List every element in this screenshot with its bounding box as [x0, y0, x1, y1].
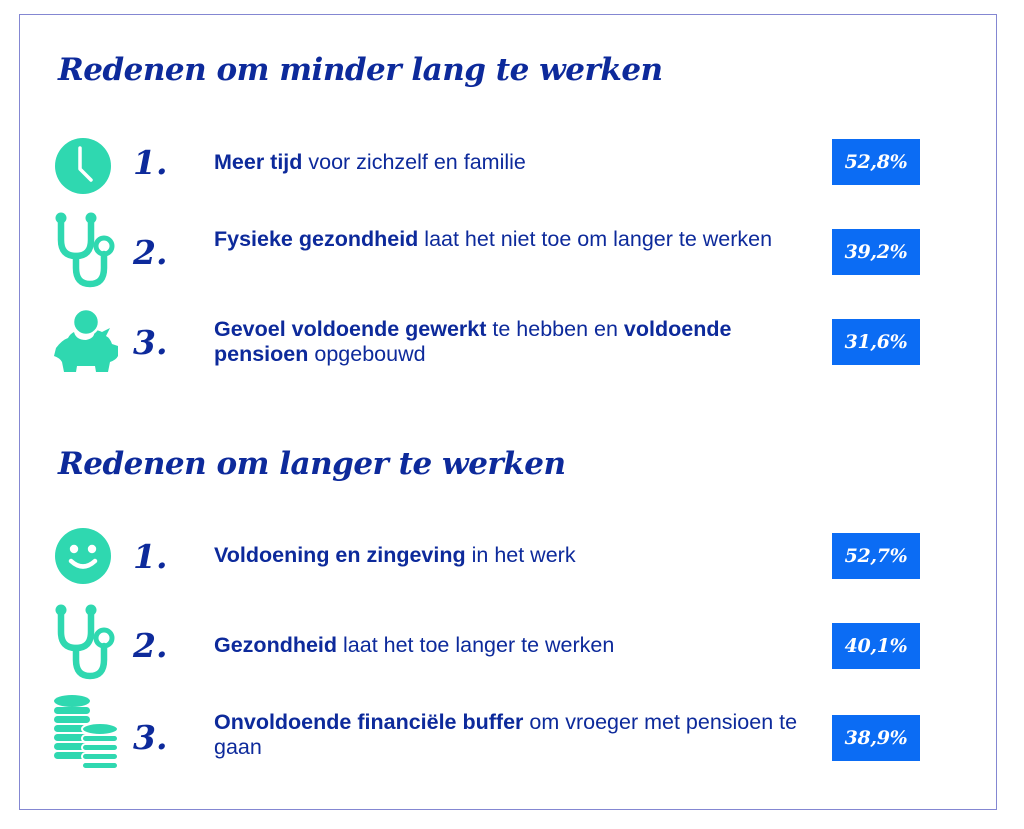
reason-rest: in het werk — [465, 543, 576, 567]
reason-text: Gezondheid laat het toe langer te werken — [214, 633, 804, 658]
rank-number: 2. — [133, 233, 168, 272]
reason-bold: Fysieke gezondheid — [214, 227, 419, 251]
percentage-badge: 40,1% — [832, 623, 920, 669]
reason-text: Onvoldoende financiële buffer om vroeger… — [214, 710, 804, 760]
clock-icon — [50, 122, 122, 202]
stethoscope-icon — [50, 210, 122, 290]
reason-row: 2. Fysieke gezondheid laat het niet toe … — [0, 207, 1024, 297]
stethoscope-icon — [50, 602, 122, 682]
reason-bold: Voldoening en zingeving — [214, 543, 466, 567]
reason-row: 1. Voldoening en zingeving in het werk 5… — [0, 510, 1024, 600]
reason-row: 3. Gevoel voldoende gewerkt te hebben en… — [0, 297, 1024, 387]
percentage-badge: 39,2% — [832, 229, 920, 275]
reason-text: Fysieke gezondheid laat het niet toe om … — [214, 227, 804, 252]
reason-row: 1. Meer tijd voor zichzelf en familie 52… — [0, 117, 1024, 207]
reason-row: 2. Gezondheid laat het toe langer te wer… — [0, 600, 1024, 690]
reason-rest: om vroeger met pensioen te gaan — [214, 710, 798, 759]
reason-bold: Gevoel voldoende gewerkt — [214, 317, 487, 341]
rank-number: 2. — [133, 626, 168, 665]
rank-number: 3. — [133, 323, 168, 362]
reason-row: 3. Onvoldoende financiële buffer om vroe… — [0, 692, 1024, 782]
reason-rest: laat het niet toe om langer te werken — [418, 227, 773, 251]
reason-text: Gevoel voldoende gewerkt te hebben en vo… — [214, 317, 804, 367]
reason-text: Voldoening en zingeving in het werk — [214, 543, 804, 568]
reason-rest-2: opgebouwd — [308, 342, 426, 366]
reason-bold-2: voldoende pensioen — [214, 317, 732, 366]
reason-bold: Gezondheid — [214, 633, 338, 657]
smiley-icon — [50, 514, 122, 594]
rank-number: 3. — [133, 718, 168, 757]
percentage-badge: 38,9% — [832, 715, 920, 761]
percentage-badge: 31,6% — [832, 319, 920, 365]
rank-number: 1. — [133, 537, 168, 576]
piggy-bank-icon — [50, 302, 122, 382]
reason-bold: Meer tijd — [214, 150, 303, 174]
reason-rest: laat het toe langer te werken — [337, 633, 615, 657]
reason-rest: voor zichzelf en familie — [302, 150, 526, 174]
percentage-badge: 52,7% — [832, 533, 920, 579]
reason-rest: te hebben en — [486, 317, 624, 341]
rank-number: 1. — [133, 143, 168, 182]
reason-text: Meer tijd voor zichzelf en familie — [214, 150, 804, 175]
section-title-less-work: Redenen om minder lang te werken — [58, 52, 663, 88]
percentage-badge: 52,8% — [832, 139, 920, 185]
reason-bold: Onvoldoende financiële buffer — [214, 710, 524, 734]
section-title-longer-work: Redenen om langer te werken — [58, 446, 566, 482]
coins-stack-icon — [50, 692, 122, 772]
